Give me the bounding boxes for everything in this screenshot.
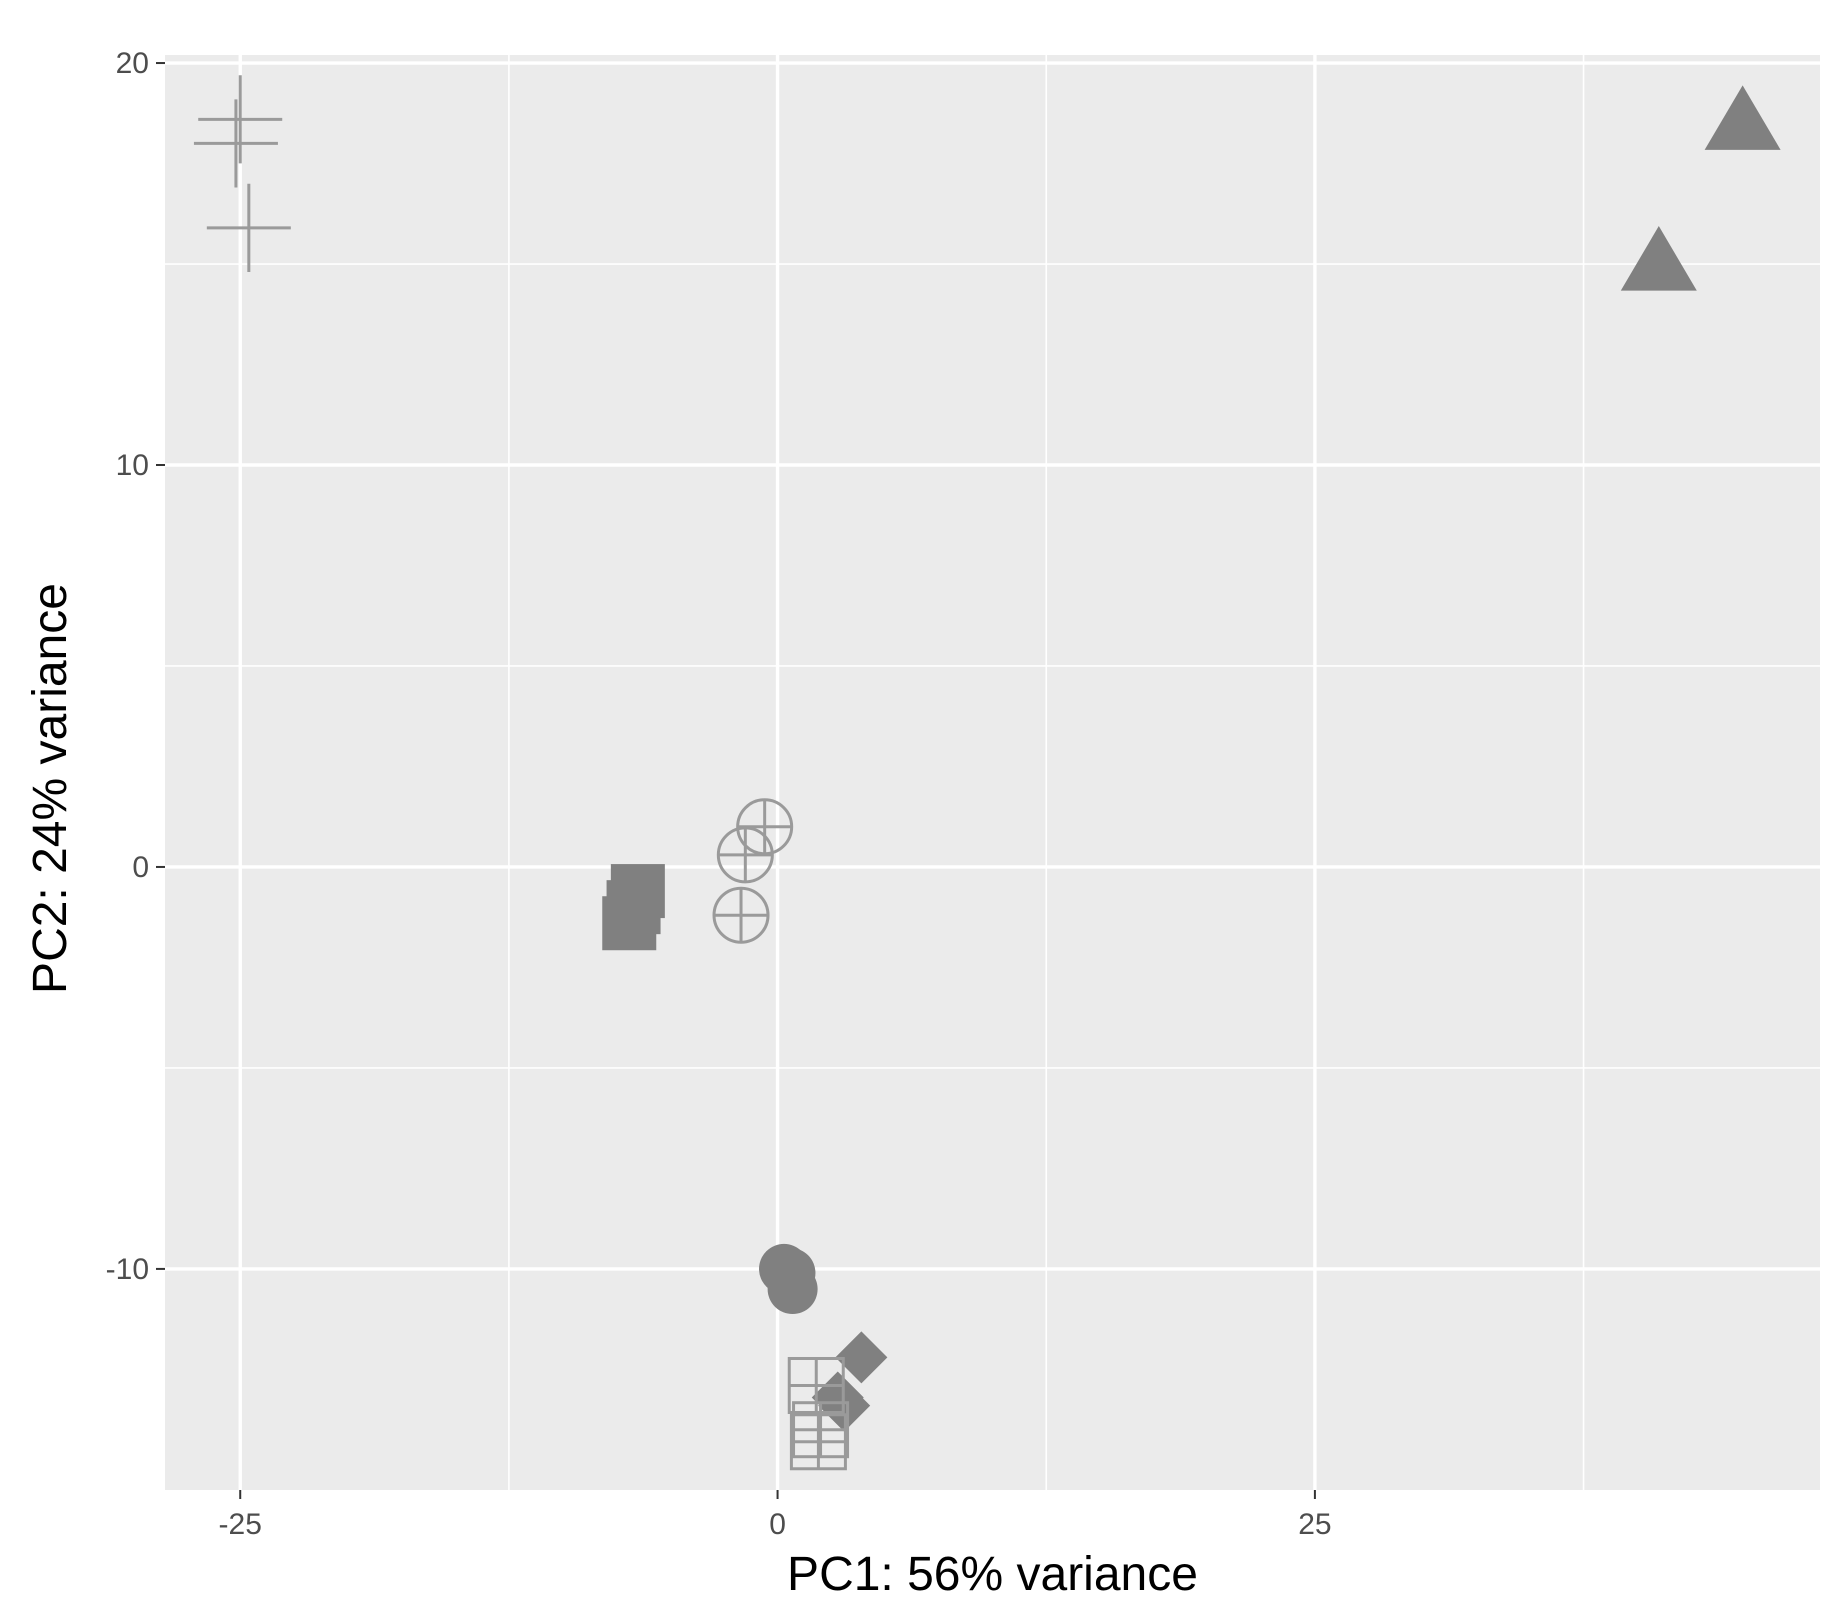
y-tick-label: 10 [116, 449, 149, 482]
x-axis: -25 0 25 [219, 1490, 1332, 1541]
data-point-triangle [1704, 85, 1781, 150]
x-axis-title: PC1: 56% variance [787, 1548, 1198, 1601]
x-tick-label: -25 [219, 1508, 262, 1541]
data-point-circle [767, 1264, 818, 1315]
major-grid [165, 55, 1820, 1490]
y-axis-title: PC2: 24% variance [24, 583, 77, 994]
data-point-plus [198, 75, 283, 164]
minor-grid [165, 55, 1820, 1490]
x-tick-label: 0 [769, 1508, 786, 1541]
plot-panel [165, 55, 1820, 1490]
data-point-circle-plus [712, 886, 770, 944]
data-point-square-cross [787, 1356, 845, 1414]
data-point-diamond [835, 1331, 888, 1384]
y-axis: -10 0 10 20 [106, 47, 165, 1286]
y-tick-label: 20 [116, 47, 149, 80]
data-points [193, 75, 1781, 1471]
data-point-circle-plus [716, 826, 774, 884]
y-tick-label: 0 [132, 851, 149, 884]
data-point-plus [206, 183, 291, 272]
data-point-triangle [1620, 226, 1697, 291]
data-point-square-cross [789, 1413, 847, 1471]
data-point-square-cross [792, 1401, 850, 1459]
y-tick-label: -10 [106, 1253, 149, 1286]
x-tick-label: 25 [1298, 1508, 1331, 1541]
data-point-square [602, 896, 657, 951]
data-point-plus [193, 99, 278, 188]
